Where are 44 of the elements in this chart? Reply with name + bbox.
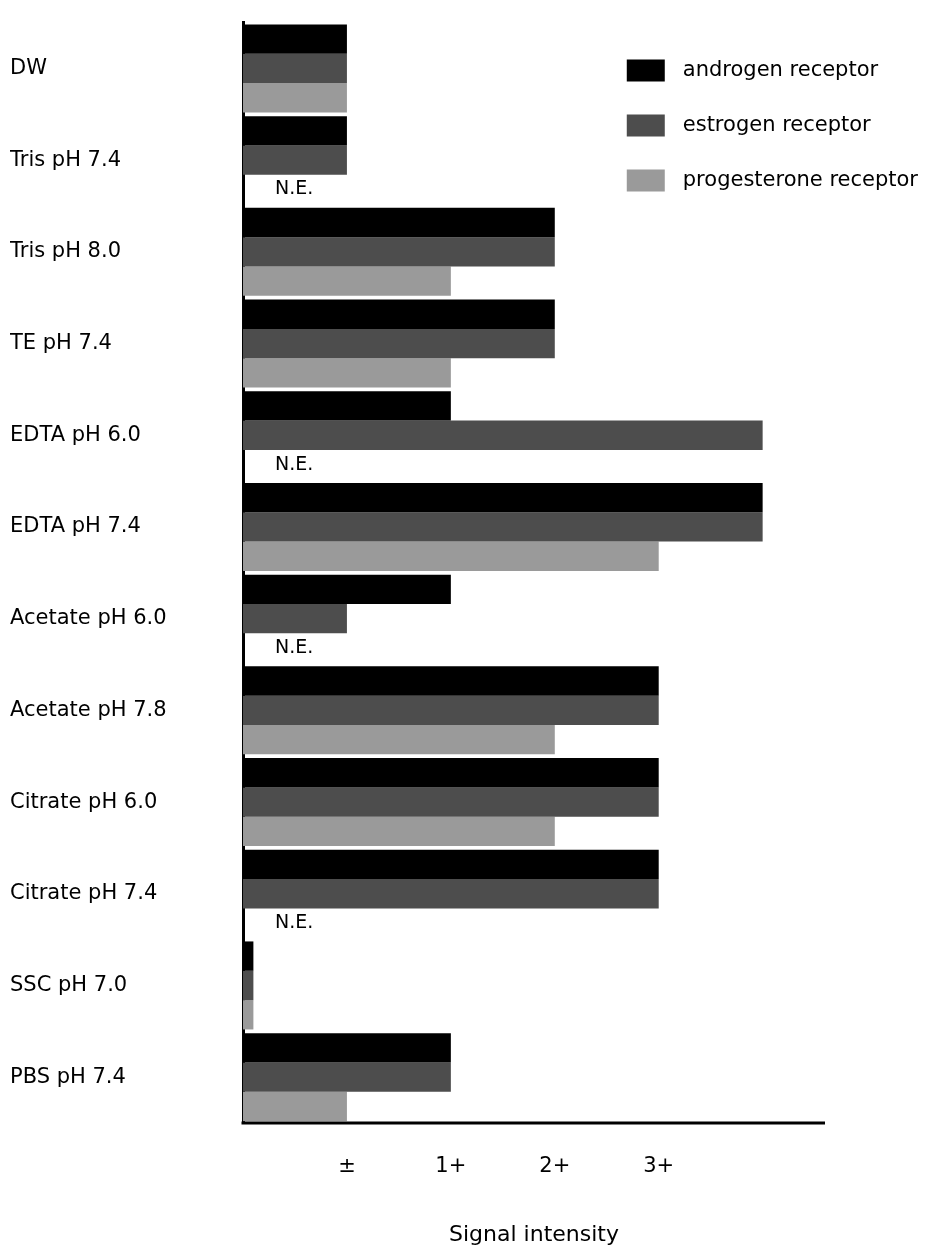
bar (243, 879, 659, 909)
bar (243, 237, 555, 267)
y-tick-label: SSC pH 7.0 (10, 971, 128, 996)
bar (243, 970, 254, 1001)
bar (243, 145, 347, 175)
text: 2+ (539, 1153, 571, 1178)
bar (243, 512, 763, 542)
y-tick-label: Acetate pH 6.0 (10, 605, 167, 630)
bar (243, 816, 555, 847)
bar (243, 1091, 347, 1122)
legend-label: androgen receptor (682, 57, 879, 82)
bar (243, 266, 451, 296)
legend-label: estrogen receptor (682, 112, 872, 137)
y-tick-label: Citrate pH 7.4 (10, 880, 158, 905)
y-tick-label: DW (10, 54, 48, 79)
text: ± (338, 1153, 356, 1178)
y-tick-label: EDTA pH 6.0 (10, 421, 141, 446)
annotation: N.E. (275, 910, 314, 933)
legend-label: progesterone receptor (682, 167, 919, 192)
bar (243, 1000, 254, 1030)
bar (243, 83, 347, 113)
y-tick-label: TE pH 7.4 (9, 330, 112, 354)
annotation: N.E. (275, 634, 314, 657)
bar (243, 695, 659, 726)
bar (243, 725, 555, 755)
bar (243, 53, 347, 84)
annotation: N.E. (275, 451, 314, 474)
y-tick-label: PBS pH 7.4 (10, 1063, 126, 1088)
y-tick-label: Tris pH 8.0 (9, 238, 122, 263)
text: 1+ (435, 1153, 467, 1178)
text: 3+ (643, 1153, 675, 1178)
y-tick-label: EDTA pH 7.4 (10, 513, 141, 538)
bar (243, 603, 347, 634)
bar (243, 541, 659, 571)
bar (243, 1062, 451, 1092)
bar (243, 328, 555, 359)
x-axis-title: Signal intensity (449, 1220, 619, 1246)
y-tick-label: Tris pH 7.4 (9, 146, 122, 171)
bar (243, 420, 763, 450)
bar (243, 358, 451, 388)
y-tick-label: Citrate pH 6.0 (10, 788, 158, 813)
bar (243, 787, 659, 817)
annotation: N.E. (275, 176, 314, 199)
y-tick-label: Acetate pH 7.8 (10, 696, 167, 721)
